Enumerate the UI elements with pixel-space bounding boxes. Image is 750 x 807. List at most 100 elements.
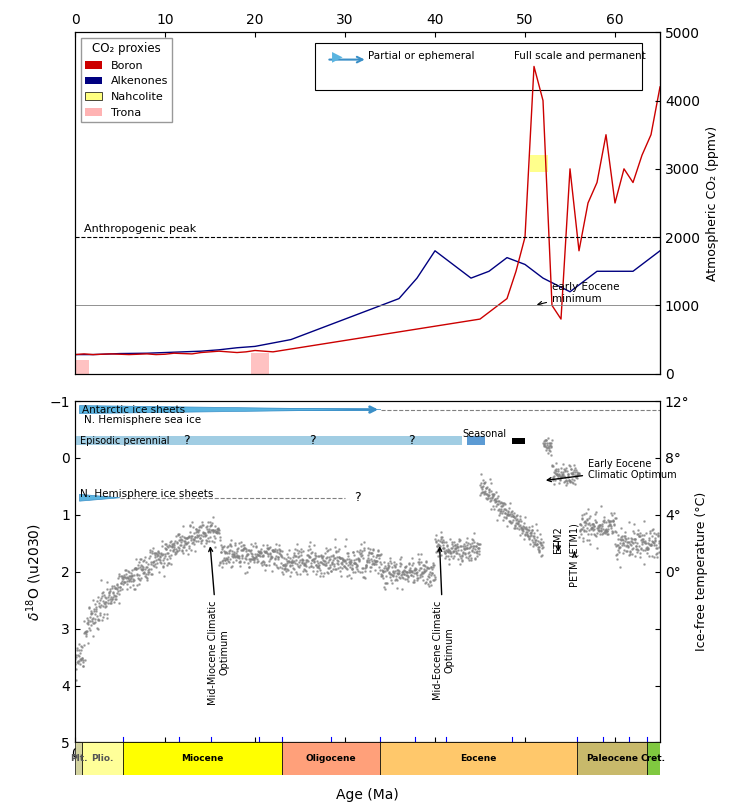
Point [432, 542, 444, 555]
Point [509, 521, 520, 534]
Point [455, 554, 467, 567]
Point [487, 500, 499, 512]
Point [211, 526, 223, 539]
Point [401, 565, 413, 578]
Point [590, 513, 602, 526]
Point [234, 555, 246, 568]
Point [554, 470, 566, 483]
Point [266, 551, 278, 564]
Point [619, 531, 631, 544]
Point [541, 437, 553, 449]
Point [350, 566, 361, 579]
Point [116, 576, 128, 589]
Text: Episodic perennial: Episodic perennial [80, 436, 169, 445]
Point [383, 554, 395, 567]
Point [288, 549, 300, 562]
Point [623, 545, 635, 558]
Point [86, 607, 98, 620]
Point [626, 547, 638, 560]
Point [412, 548, 424, 561]
Point [480, 481, 492, 494]
Point [185, 532, 197, 545]
Point [364, 546, 376, 559]
Point [303, 550, 315, 563]
Point [304, 559, 316, 572]
Point [166, 541, 178, 554]
Point [437, 541, 449, 554]
Point [398, 567, 410, 580]
Point [102, 594, 114, 607]
Point [598, 510, 610, 523]
Point [388, 565, 400, 578]
Point [353, 546, 365, 558]
Point [493, 489, 505, 502]
Point [160, 540, 172, 553]
Point [574, 525, 586, 537]
Point [396, 565, 408, 578]
Point [616, 546, 628, 559]
Point [239, 551, 251, 564]
Point [648, 537, 660, 550]
Point [650, 534, 662, 547]
Point [194, 532, 206, 545]
Point [74, 647, 86, 660]
Point [518, 529, 530, 541]
Point [194, 520, 206, 533]
Point [262, 548, 274, 561]
Point [321, 545, 333, 558]
Point [164, 539, 176, 552]
Point [620, 539, 632, 552]
Point [654, 534, 666, 547]
Point [213, 526, 225, 539]
Point [419, 559, 430, 572]
Point [562, 473, 574, 486]
Point [202, 534, 214, 547]
Point [599, 525, 611, 537]
Point [584, 519, 596, 532]
Point [172, 535, 184, 548]
Point [172, 541, 184, 554]
Point [311, 554, 323, 567]
Point [622, 539, 634, 552]
Point [308, 555, 320, 568]
Point [109, 592, 121, 605]
Point [297, 545, 309, 558]
Point [553, 468, 565, 481]
Point [503, 508, 515, 521]
Point [575, 519, 587, 532]
Point [245, 543, 257, 556]
Point [526, 524, 538, 537]
Point [332, 554, 344, 567]
Point [352, 553, 364, 566]
Point [513, 520, 525, 533]
Point [319, 558, 331, 571]
Point [176, 529, 188, 542]
Point [419, 577, 431, 590]
Point [614, 546, 626, 558]
Point [410, 567, 422, 579]
Point [316, 557, 328, 570]
Point [112, 584, 124, 597]
Point [262, 541, 274, 554]
Point [367, 550, 379, 562]
Point [419, 556, 431, 569]
Point [114, 581, 126, 594]
Point [500, 512, 512, 525]
Point [518, 521, 530, 533]
Point [122, 571, 134, 583]
Point [532, 541, 544, 554]
Point [425, 561, 437, 574]
Point [208, 529, 220, 542]
Point [260, 546, 272, 558]
Point [80, 654, 92, 667]
Point [625, 537, 637, 550]
Point [374, 552, 386, 565]
Point [428, 569, 440, 582]
Point [534, 537, 546, 550]
Point [145, 555, 157, 568]
Point [108, 596, 120, 608]
Point [509, 511, 521, 524]
Point [102, 591, 114, 604]
Point [299, 555, 311, 568]
Point [448, 545, 460, 558]
